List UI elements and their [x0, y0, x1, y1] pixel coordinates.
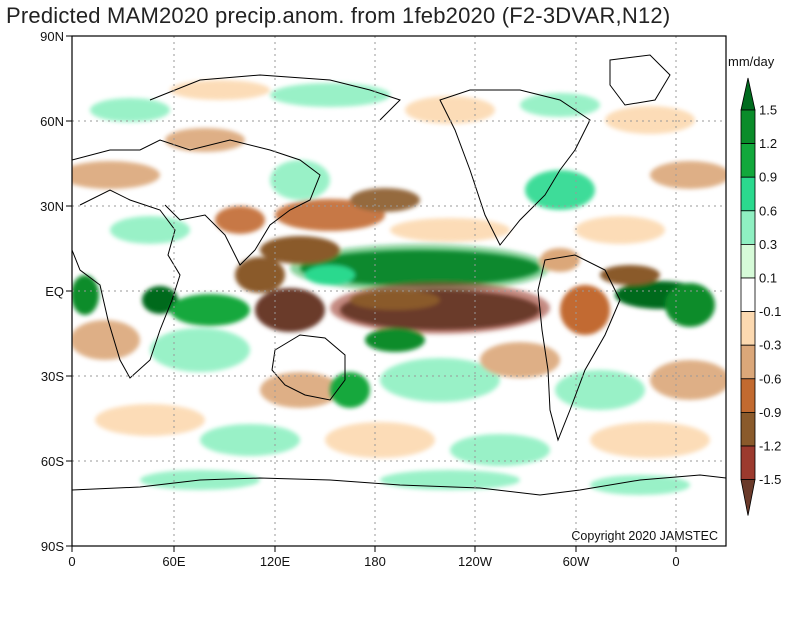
- lon-label: 0: [672, 554, 679, 569]
- lat-label: 60N: [40, 114, 64, 129]
- lat-label: 30S: [41, 369, 64, 384]
- lon-axis: 0 60E 120E 180 120W 60W 0: [68, 554, 679, 569]
- lat-label: 90S: [41, 539, 64, 554]
- colorbar-tick-label: 0.6: [759, 203, 777, 218]
- colorbar-tick-label: -0.9: [759, 405, 781, 420]
- colorbar: mm/day 1.5 1.2 0.9 0.6 0.3 0.1 -0.1 -0.3 -0.6 -0.…: [728, 54, 781, 516]
- colorbar-tick-label: -0.3: [759, 338, 781, 353]
- colorbar-segment: [740, 411, 756, 447]
- colorbar-tick-label: -1.5: [759, 472, 781, 487]
- colorbar-top-arrow: [740, 77, 756, 111]
- lat-axis: 90N 60N 30N EQ 30S 60S 90S: [40, 29, 64, 554]
- colorbar-tick-label: -0.1: [759, 304, 781, 319]
- lon-label: 120E: [260, 554, 291, 569]
- colorbar-segment: [740, 143, 756, 178]
- lon-label: 120W: [458, 554, 493, 569]
- colorbar-segment: [740, 311, 756, 346]
- lat-label: 90N: [40, 29, 64, 44]
- colorbar-bottom-arrow: [740, 479, 756, 516]
- colorbar-tick-label: -0.6: [759, 371, 781, 386]
- colorbar-tick-label: 0.9: [759, 170, 777, 185]
- coastlines: [72, 54, 726, 496]
- colorbar-tick-label: -1.2: [759, 439, 781, 454]
- lat-label: EQ: [45, 284, 64, 299]
- lon-label: 60E: [162, 554, 185, 569]
- colorbar-segment: [740, 176, 756, 212]
- lat-label: 60S: [41, 454, 64, 469]
- colorbar-tick-label: 1.2: [759, 136, 777, 151]
- colorbar-segment: [740, 210, 756, 245]
- copyright-text: Copyright 2020 JAMSTEC: [571, 529, 718, 543]
- lon-label: 60W: [563, 554, 590, 569]
- gridlines: [72, 36, 726, 546]
- colorbar-unit: mm/day: [728, 54, 775, 69]
- anomaly-field: [72, 80, 726, 495]
- colorbar-segment: [740, 109, 756, 144]
- lat-label: 30N: [40, 199, 64, 214]
- colorbar-tick-label: 0.3: [759, 237, 777, 252]
- colorbar-segment: [740, 344, 756, 380]
- colorbar-tick-label: 0.1: [759, 271, 777, 286]
- lon-label: 180: [364, 554, 386, 569]
- map-title: Predicted MAM2020 precip.anom. from 1feb…: [6, 3, 671, 28]
- colorbar-tick-label: 1.5: [759, 103, 777, 118]
- colorbar-segment: [740, 277, 756, 312]
- colorbar-segment: [740, 378, 756, 413]
- lon-label: 0: [68, 554, 75, 569]
- colorbar-segment: [740, 243, 756, 279]
- colorbar-segment: [740, 445, 756, 480]
- axis-ticks: [66, 35, 677, 552]
